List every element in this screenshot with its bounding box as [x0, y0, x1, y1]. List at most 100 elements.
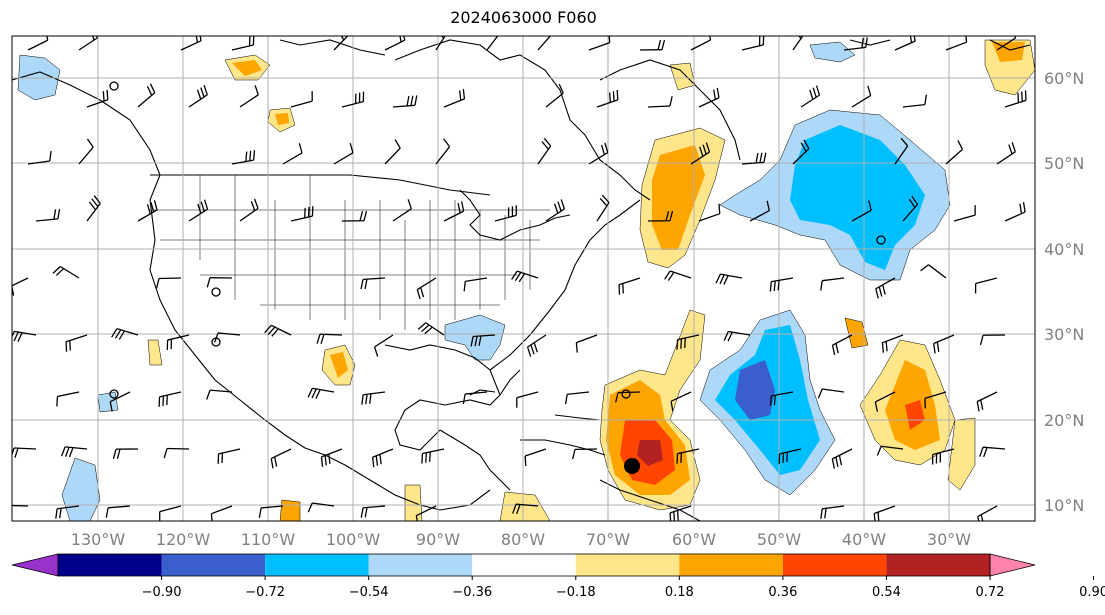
wind-barb — [360, 505, 386, 518]
wind-barb — [817, 388, 845, 399]
lon-label: 110°W — [241, 530, 296, 549]
wind-barb — [698, 87, 720, 108]
wind-barb — [873, 505, 896, 521]
colorbar-bin — [679, 554, 783, 576]
anomaly-positive-east-atlantic-peak — [905, 400, 925, 430]
wind-barb — [341, 210, 368, 222]
calm-circle — [876, 235, 886, 245]
wind-barb — [933, 334, 955, 354]
anomaly-positive-hudson-core — [232, 60, 262, 76]
wind-barb — [953, 205, 976, 222]
wind-barb — [494, 205, 517, 222]
wind-barb — [596, 89, 619, 108]
wind-barb — [316, 333, 343, 345]
calm-circle — [211, 337, 221, 347]
state-borders — [150, 175, 550, 330]
lat-label: 60°N — [1044, 69, 1084, 88]
wind-barb — [902, 94, 928, 108]
wind-barb — [158, 391, 182, 407]
wind-barb — [670, 391, 692, 412]
wind-barb — [159, 505, 182, 521]
wind-barb — [443, 201, 465, 222]
colorbar-bin — [161, 554, 266, 576]
wind-barb — [902, 195, 918, 222]
lat-label: 50°N — [1044, 154, 1084, 173]
wind-barb — [258, 505, 284, 518]
wind-barb — [979, 334, 1006, 346]
wind-barb — [27, 151, 52, 165]
wind-barb — [392, 95, 418, 108]
lon-label: 30°W — [927, 530, 971, 549]
wind-barb — [588, 142, 609, 165]
colorbar-tick-label: −0.36 — [452, 585, 492, 600]
wind-barb — [920, 264, 947, 279]
colorbar-tick-label: −0.72 — [245, 585, 285, 600]
wind-barb — [511, 270, 539, 283]
wind-barb — [27, 36, 49, 51]
wind-barb — [35, 208, 61, 222]
colorbar-tick-label: −0.54 — [349, 585, 389, 600]
anomaly-positive-pacific-mid — [147, 339, 163, 366]
lon-label: 100°W — [326, 530, 381, 549]
wind-barb — [820, 505, 845, 519]
anomaly-negative-greenland-south — [809, 41, 856, 63]
calm-circle — [211, 287, 221, 297]
wind-barb — [111, 328, 139, 340]
wind-barb — [571, 448, 598, 460]
anomaly-positive-mid-atlantic-small — [844, 317, 869, 349]
wind-barb — [384, 36, 406, 51]
wind-barb — [109, 391, 131, 412]
lon-label: 70°W — [586, 530, 630, 549]
wind-barb — [206, 389, 233, 400]
wind-barb — [545, 83, 564, 108]
wind-barb — [307, 502, 335, 513]
wind-barb — [333, 142, 354, 165]
anomaly-positive-venezuela — [499, 491, 551, 521]
colorbar-tick-label: 0.90 — [1079, 585, 1105, 600]
anomaly-positive-greenland-core — [992, 42, 1025, 62]
wind-barb — [769, 277, 794, 292]
wind-barb — [421, 448, 445, 464]
wind-barb — [435, 138, 451, 165]
lat-label: 10°N — [1044, 496, 1084, 515]
map-title: 2024063000 F060 — [450, 8, 597, 27]
lon-label: 120°W — [156, 530, 211, 549]
wind-barb — [206, 277, 233, 288]
wind-barb — [537, 137, 552, 165]
wind-barb — [264, 324, 292, 337]
wind-barb — [12, 447, 37, 458]
colorbar-tick-label: 0.36 — [768, 585, 797, 600]
wind-barb — [188, 199, 209, 222]
wind-barb — [875, 277, 896, 299]
wind-barb — [749, 200, 770, 222]
colorbar-tick-label: −0.90 — [142, 585, 182, 600]
lat-label: 20°N — [1044, 411, 1084, 430]
colorbar-extend-low — [11, 553, 59, 577]
wind-barb — [945, 36, 968, 51]
anomaly-negative-subtropical-core — [735, 360, 775, 420]
latitude-labels: 60°N 50°N 40°N 30°N 20°N 10°N — [1044, 69, 1084, 515]
wind-barb — [320, 448, 343, 467]
wind-barb — [341, 91, 365, 108]
colorbar-tick-label: −0.18 — [556, 585, 596, 600]
colorbar-frame — [57, 553, 991, 577]
wind-barb — [290, 91, 313, 108]
wind-barb — [333, 36, 349, 51]
lat-label: 30°N — [1044, 325, 1084, 344]
wind-barb — [463, 277, 488, 292]
wind-barb — [435, 36, 446, 51]
wind-barb — [270, 448, 292, 469]
wind-barb — [977, 505, 998, 521]
wind-barb — [1004, 202, 1026, 222]
storm-center-marker — [624, 458, 640, 474]
wind-barb — [462, 391, 488, 405]
anomaly-negative-southeast-us — [444, 314, 506, 361]
wind-barbs — [12, 36, 1027, 521]
lon-label: 40°W — [842, 530, 886, 549]
wind-barb — [669, 505, 692, 521]
wind-barb — [575, 334, 598, 353]
wind-barb — [996, 142, 1016, 165]
wind-barb — [831, 448, 853, 469]
lon-label: 50°W — [757, 530, 801, 549]
wind-barb — [698, 203, 721, 222]
